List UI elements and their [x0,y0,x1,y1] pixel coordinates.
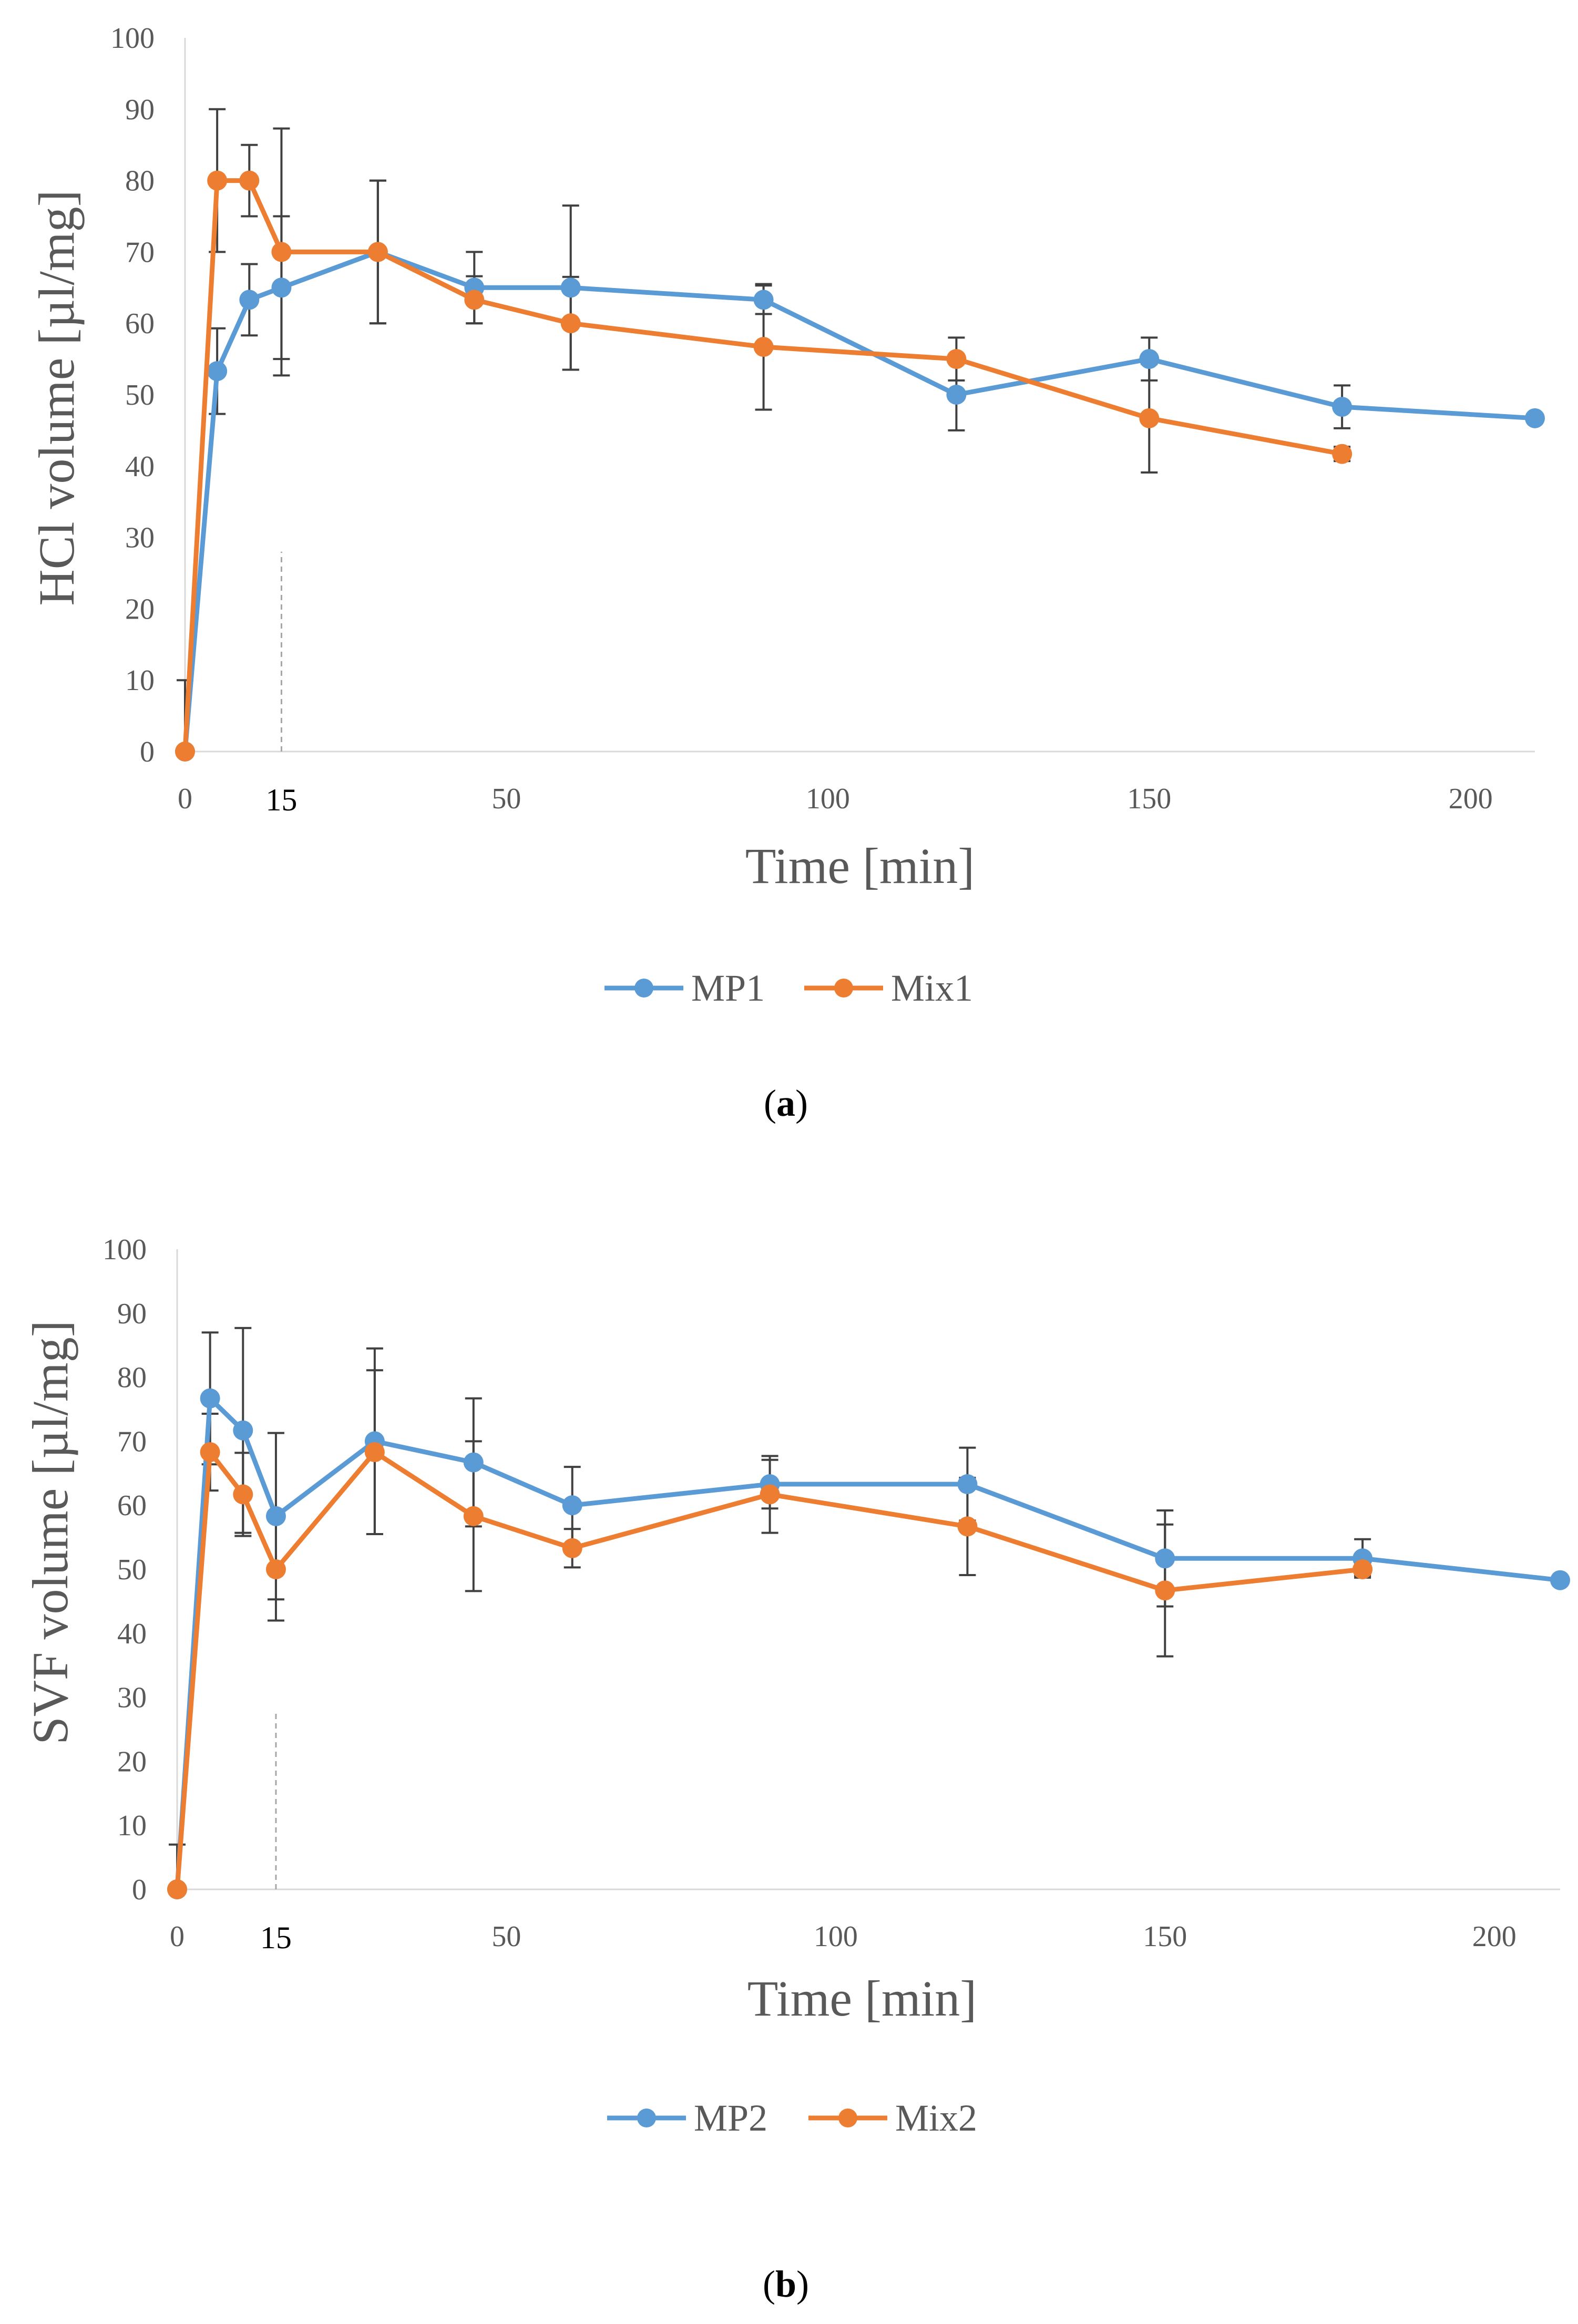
panel-a-legend: MP1 Mix1 [604,967,973,1009]
panel-b-label: (b) [763,2263,809,2305]
data-point-mix2 [364,1442,385,1463]
data-point-mix2 [562,1538,582,1558]
panel-a-letter: a [776,1082,795,1124]
y-tick-label: 10 [117,1809,147,1842]
data-point-mp1 [1332,397,1352,417]
legend-mp2-label: MP2 [694,2097,767,2139]
legend-mix1-marker [834,979,853,998]
y-tick-label: 60 [117,1489,147,1522]
x-tick-label: 0 [170,1920,185,1953]
data-point-mp2 [200,1388,220,1408]
legend-mix2-label: Mix2 [895,2097,977,2139]
data-point-mix1 [207,170,228,191]
panel-b-legend: MP2 Mix2 [607,2097,977,2139]
data-point-mix1 [271,242,292,262]
legend-mix2-marker [838,2109,857,2127]
data-point-mp2 [463,1452,484,1473]
x-marker-label: 15 [260,1920,292,1955]
panel-b-marks: 0 10 20 30 40 50 60 70 80 90 100 0 50 100 150 200 15 [103,1233,1570,1955]
y-tick-label: 50 [125,379,155,412]
y-tick-label: 30 [125,522,155,554]
data-point-mp1 [1139,349,1160,369]
data-point-mix2 [463,1506,484,1526]
x-tick-label: 0 [178,783,192,815]
panel-a-label: (a) [764,1082,808,1124]
data-point-mix2 [957,1516,978,1537]
y-tick-label: 30 [117,1682,147,1714]
y-tick-label: 50 [117,1554,147,1586]
data-point-mp1 [239,290,260,310]
data-point-mix2 [200,1442,220,1463]
data-point-mp2 [562,1495,582,1516]
data-point-mix2 [233,1484,253,1505]
panel-a-marks: 0 10 20 30 40 50 60 70 80 90 100 0 50 100 150 200 15 [110,22,1545,817]
y-tick-label: 70 [125,236,155,269]
data-point-mix1 [464,290,485,310]
data-point-mp1 [946,385,967,405]
data-point-mp1 [271,277,292,298]
panel-b-x-axis-title: Time [min] [747,1970,977,2027]
chart-panel-a: 0 10 20 30 40 50 60 70 80 90 100 0 50 100 150 200 15 Tim… [28,22,1545,1124]
panel-a-y-axis-title: HCl volume [µl/mg] [28,190,85,605]
panel-a-x-axis-title: Time [min] [745,838,975,894]
data-point-mp1 [753,290,774,310]
y-tick-label: 20 [125,593,155,625]
x-tick-label: 200 [1472,1920,1516,1953]
data-point-mix1 [239,170,260,191]
data-point-mix1 [946,349,967,369]
data-point-mix2 [265,1559,286,1579]
legend-mp2-marker [637,2109,656,2127]
y-tick-label: 90 [125,94,155,126]
y-tick-label: 10 [125,664,155,697]
x-tick-label: 50 [491,1920,521,1953]
x-marker-label: 15 [265,783,297,817]
data-point-mp2 [233,1420,253,1441]
data-point-mix1 [175,742,195,762]
legend-mp1-marker [634,979,653,998]
y-tick-label: 60 [125,307,155,340]
data-point-mix2 [1155,1580,1175,1601]
data-point-mix2 [167,1879,187,1899]
x-tick-label: 150 [1127,783,1171,815]
y-tick-label: 80 [125,165,155,198]
panel-b-y-axis-title: SVF volume [µl/mg] [22,1320,78,1744]
y-tick-label: 20 [117,1745,147,1778]
data-point-mp2 [1155,1548,1175,1569]
data-point-mix1 [560,313,581,334]
y-tick-label: 100 [110,22,155,55]
series-line-mp1 [182,249,1535,752]
y-tick-label: 40 [125,450,155,483]
data-point-mix2 [1352,1559,1373,1579]
legend-mp1-label: MP1 [691,967,765,1009]
y-tick-label: 40 [117,1618,147,1650]
x-tick-label: 200 [1449,783,1493,815]
chart-panel-b: 0 10 20 30 40 50 60 70 80 90 100 0 50 100 150 200 15 Tim… [22,1233,1570,2305]
data-point-mp1 [207,361,228,382]
data-point-mix1 [1139,408,1160,428]
y-tick-label: 80 [117,1362,147,1394]
data-point-mp2 [265,1506,286,1526]
data-point-mp1 [560,277,581,298]
data-point-mix1 [367,242,388,262]
data-point-mix1 [1332,444,1352,464]
panel-b-letter: b [775,2263,796,2305]
y-tick-label: 100 [103,1233,147,1266]
x-tick-label: 150 [1143,1920,1187,1953]
y-tick-label: 0 [140,736,155,768]
data-point-mp1 [1525,408,1545,428]
x-tick-label: 50 [491,783,521,815]
legend-mix1-label: Mix1 [891,967,973,1009]
data-point-mp2 [957,1474,978,1495]
x-tick-label: 100 [806,783,850,815]
data-point-mp2 [1550,1570,1570,1590]
data-point-mix2 [760,1484,780,1505]
x-tick-label: 100 [814,1920,858,1953]
y-tick-label: 0 [132,1874,147,1906]
y-tick-label: 90 [117,1298,147,1330]
y-tick-label: 70 [117,1425,147,1458]
data-point-mix1 [753,337,774,357]
